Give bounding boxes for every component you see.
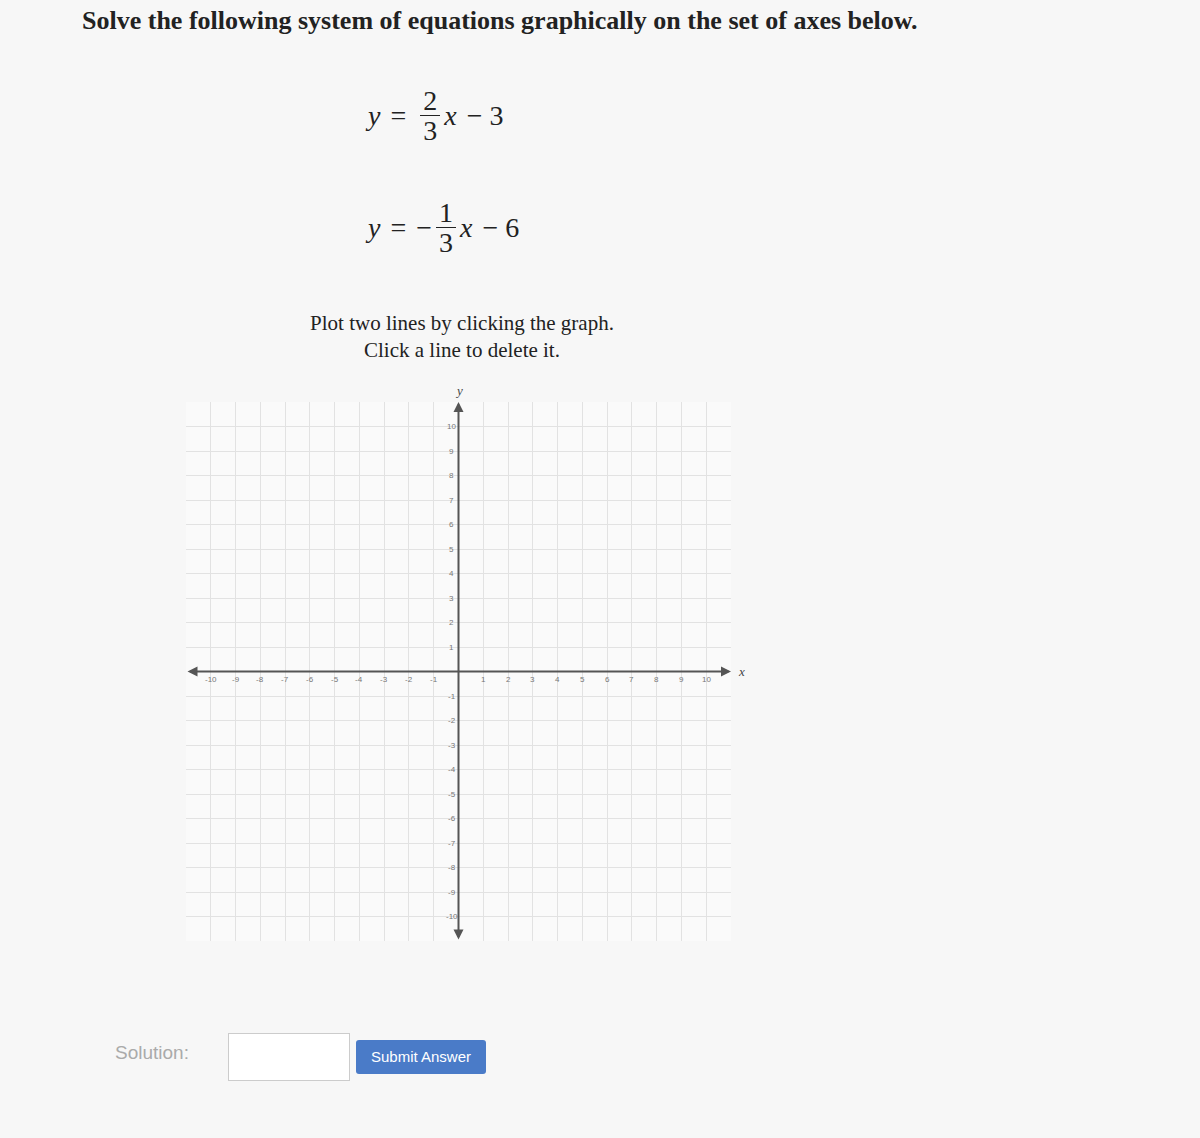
svg-text:3: 3 [530, 675, 535, 684]
svg-text:-7: -7 [281, 675, 289, 684]
svg-text:1: 1 [481, 675, 486, 684]
svg-text:-2: -2 [405, 675, 413, 684]
svg-text:8: 8 [654, 675, 659, 684]
html-text:2: 2 [423, 85, 438, 116]
html-text:Click a line to delete it.: Click a line to delete it. [364, 338, 560, 362]
svg-text:9: 9 [679, 675, 684, 684]
svg-text:y: y [455, 383, 463, 398]
html-text:3 x − 3: 3 x − 3 [423, 99, 504, 147]
svg-text:7: 7 [449, 496, 454, 505]
svg-text:10: 10 [702, 675, 711, 684]
svg-text:6: 6 [605, 675, 610, 684]
html-text:Plot two lines by clicking the: Plot two lines by clicking the graph. [310, 311, 614, 335]
html-text:Solve the following system of: Solve the following system of equations … [82, 6, 918, 35]
svg-text:2: 2 [449, 618, 454, 627]
svg-text:-4: -4 [448, 765, 456, 774]
svg-text:-10: -10 [446, 912, 458, 921]
html-text:y =: y = [368, 99, 407, 131]
svg-text:3: 3 [449, 594, 454, 603]
svg-text:5: 5 [580, 675, 585, 684]
svg-text:10: 10 [447, 422, 456, 431]
svg-text:8: 8 [449, 471, 454, 480]
svg-text:-6: -6 [448, 814, 456, 823]
svg-text:-5: -5 [448, 790, 456, 799]
svg-text:-1: -1 [448, 692, 456, 701]
svg-text:2: 2 [506, 675, 511, 684]
svg-text:-10: -10 [205, 675, 217, 684]
html-text:3 x − 6: 3 x − 6 [439, 211, 520, 259]
svg-text:-1: -1 [430, 675, 438, 684]
svg-text:-9: -9 [232, 675, 240, 684]
svg-text:7: 7 [629, 675, 634, 684]
html-text:Solution:: Solution: [115, 1042, 189, 1063]
svg-text:6: 6 [449, 520, 454, 529]
svg-text:-3: -3 [380, 675, 388, 684]
svg-text:4: 4 [449, 569, 454, 578]
html-text:y = − 1: y = − 1 [368, 197, 453, 243]
svg-text:4: 4 [555, 675, 560, 684]
svg-text:-7: -7 [448, 839, 456, 848]
svg-text:-6: -6 [306, 675, 314, 684]
svg-text:-8: -8 [256, 675, 264, 684]
svg-text:9: 9 [449, 447, 454, 456]
svg-text:-9: -9 [448, 888, 456, 897]
svg-text:-8: -8 [448, 863, 456, 872]
svg-text:-2: -2 [448, 716, 456, 725]
svg-text:x: x [738, 664, 745, 679]
svg-text:-3: -3 [448, 741, 456, 750]
svg-text:5: 5 [449, 545, 454, 554]
html-text:Submit Answer: Submit Answer [371, 1048, 471, 1065]
svg-text:-4: -4 [355, 675, 363, 684]
svg-text:1: 1 [449, 643, 454, 652]
svg-text:-5: -5 [331, 675, 339, 684]
